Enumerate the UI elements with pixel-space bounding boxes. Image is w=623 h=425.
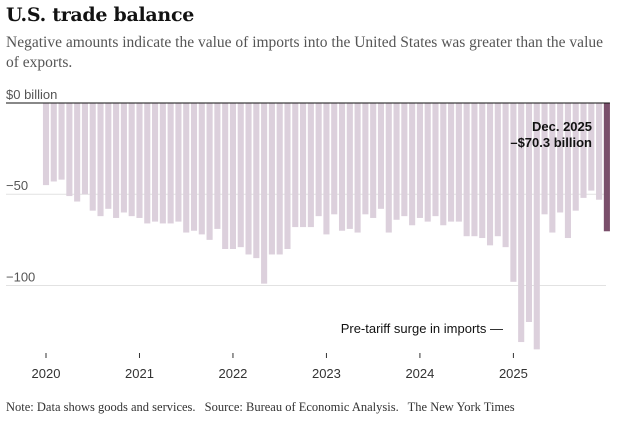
annotation-pre-tariff-surge: Pre-tariff surge in imports — [341, 321, 503, 336]
bar-50 [432, 103, 439, 217]
bar-45 [393, 103, 400, 220]
bar-13 [144, 103, 151, 224]
bar-68 [572, 103, 579, 211]
bar-28 [261, 103, 268, 284]
bar-26 [245, 103, 252, 255]
footer: Note: Data shows goods and services. Sou… [6, 400, 521, 415]
bar-42 [370, 103, 377, 218]
y-axis: $0 billion −50 −100 [6, 87, 610, 284]
bar-71 [596, 103, 603, 200]
bar-51 [440, 103, 447, 226]
bar-49 [424, 103, 431, 222]
bar-59 [502, 103, 509, 248]
bar-41 [362, 103, 369, 215]
bar-6 [89, 103, 96, 211]
bar-30 [276, 103, 283, 255]
bar-34 [307, 103, 314, 228]
bar-37 [331, 103, 338, 215]
bar-32 [292, 103, 299, 228]
x-tick-label-2024: 2024 [405, 366, 434, 381]
bar-56 [479, 103, 486, 239]
bar-10 [120, 103, 127, 213]
x-axis: 2020 2021 2022 2023 2024 2025 [32, 353, 528, 381]
chart-subtitle: Negative amounts indicate the value of i… [6, 34, 603, 71]
bar-40 [354, 103, 361, 233]
bar-21 [206, 103, 213, 240]
bar-57 [486, 103, 494, 246]
x-tick-label-2021: 2021 [125, 366, 154, 381]
bar-27 [253, 103, 260, 259]
annotations: Dec. 2025 –$70.3 billion Pre-tariff surg… [341, 119, 592, 336]
bar-70 [588, 103, 595, 191]
bar-2 [58, 103, 65, 180]
bar-47 [409, 103, 416, 226]
bar-72 [603, 103, 610, 232]
bar-1 [50, 103, 57, 182]
y-tick-label-0: $0 billion [6, 87, 57, 102]
bar-53 [455, 103, 462, 222]
bar-58 [494, 103, 501, 237]
x-tick-label-2025: 2025 [499, 366, 528, 381]
bar-65 [549, 103, 556, 233]
bar-15 [159, 103, 166, 224]
bar-9 [113, 103, 120, 218]
bar-44 [385, 103, 392, 233]
bar-20 [198, 103, 205, 235]
bar-14 [152, 103, 159, 222]
bar-33 [300, 103, 307, 228]
bar-46 [401, 103, 408, 217]
footer-credit: The New York Times [407, 400, 515, 414]
bar-25 [237, 103, 244, 248]
bar-36 [323, 103, 330, 235]
x-tick-label-2020: 2020 [32, 366, 61, 381]
footer-note: Note: Data shows goods and services. [6, 400, 196, 414]
bar-60 [510, 103, 517, 282]
bar-62 [525, 103, 533, 322]
x-tick-label-2023: 2023 [312, 366, 341, 381]
bar-4 [74, 103, 81, 202]
bar-3 [66, 103, 73, 197]
bar-11 [128, 103, 135, 217]
bar-63 [533, 103, 540, 350]
chart-title: U.S. trade balance [6, 4, 194, 26]
bar-12 [136, 103, 143, 218]
bar-54 [463, 103, 470, 237]
bar-61 [518, 103, 525, 343]
bar-19 [190, 103, 198, 231]
bar-67 [564, 103, 571, 239]
bar-43 [377, 103, 385, 209]
bar-0 [42, 103, 50, 186]
y-tick-label-2: −100 [6, 269, 35, 284]
bar-39 [346, 103, 353, 229]
bar-38 [338, 103, 346, 231]
footer-source: Source: Bureau of Economic Analysis. [204, 400, 399, 414]
annotation-dec-2025-month: Dec. 2025 [532, 119, 592, 134]
bar-69 [580, 103, 587, 198]
bar-55 [471, 103, 478, 237]
annotation-dec-2025-value: –$70.3 billion [510, 135, 592, 150]
bar-24 [229, 103, 237, 249]
bar-22 [214, 103, 221, 229]
bar-16 [167, 103, 174, 224]
bar-52 [448, 103, 455, 222]
bar-series [42, 103, 610, 350]
bar-29 [268, 103, 275, 255]
bar-18 [183, 103, 190, 233]
bar-8 [105, 103, 112, 209]
bar-23 [222, 103, 229, 249]
bar-5 [81, 103, 88, 195]
y-tick-label-1: −50 [6, 178, 28, 193]
bar-64 [541, 103, 548, 215]
bar-17 [175, 103, 182, 222]
bar-35 [315, 103, 322, 217]
bar-48 [416, 103, 423, 218]
bar-31 [284, 103, 291, 249]
bar-7 [97, 103, 104, 217]
x-tick-label-2022: 2022 [218, 366, 247, 381]
bar-66 [557, 103, 564, 213]
